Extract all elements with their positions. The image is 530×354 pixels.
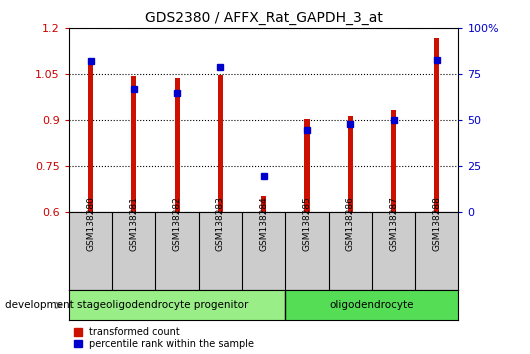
Text: GSM138283: GSM138283 <box>216 196 225 251</box>
Bar <box>218 75 223 212</box>
Bar <box>88 65 93 212</box>
Bar <box>304 119 310 212</box>
Text: GSM138284: GSM138284 <box>259 196 268 251</box>
Legend: transformed count, percentile rank within the sample: transformed count, percentile rank withi… <box>74 327 254 349</box>
Text: development stage: development stage <box>5 300 107 310</box>
Bar <box>348 116 353 212</box>
Text: GSM138280: GSM138280 <box>86 196 95 251</box>
Title: GDS2380 / AFFX_Rat_GAPDH_3_at: GDS2380 / AFFX_Rat_GAPDH_3_at <box>145 11 383 24</box>
Text: GSM138285: GSM138285 <box>303 196 312 251</box>
Text: GSM138288: GSM138288 <box>432 196 441 251</box>
Text: oligodendrocyte progenitor: oligodendrocyte progenitor <box>106 300 248 310</box>
Bar <box>131 76 136 212</box>
Bar <box>434 38 439 212</box>
Bar <box>261 195 266 212</box>
Text: GSM138287: GSM138287 <box>389 196 398 251</box>
Text: GSM138286: GSM138286 <box>346 196 355 251</box>
Bar <box>391 110 396 212</box>
Bar <box>174 78 180 212</box>
Text: GSM138282: GSM138282 <box>173 196 182 251</box>
Text: GSM138281: GSM138281 <box>129 196 138 251</box>
Text: oligodendrocyte: oligodendrocyte <box>330 300 414 310</box>
